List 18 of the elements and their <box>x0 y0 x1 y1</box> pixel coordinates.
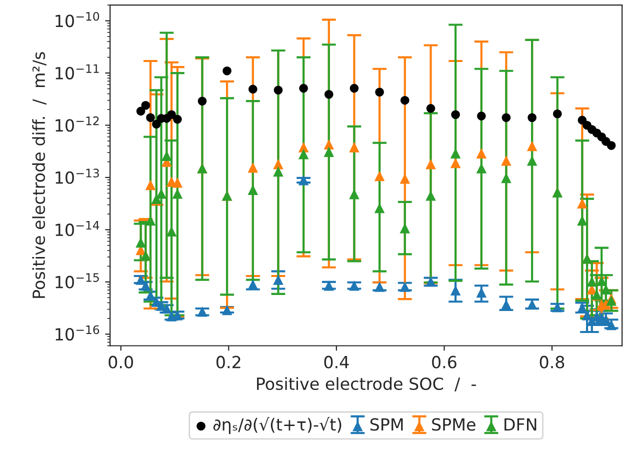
y-axis-title: Positive electrode diff. / m²/s <box>32 52 46 298</box>
legend-label: SPMe <box>432 418 476 431</box>
y-tick-label: 10$^{−12}$ <box>56 116 99 132</box>
legend-label: ∂ηₛ/∂(√(t+τ)-√t) <box>213 417 342 434</box>
y-tick-label: 10$^{−16}$ <box>56 325 100 341</box>
y-tick-label: 10$^{−14}$ <box>56 221 100 236</box>
y-tick-label: 10$^{−11}$ <box>56 64 99 80</box>
x-tick-label: 0.2 <box>216 356 240 368</box>
y-tick-label: 10$^{−15}$ <box>56 273 99 288</box>
x-tick-label: 0.0 <box>108 356 133 368</box>
x-tick-label: 0.8 <box>540 356 564 368</box>
legend-label: SPM <box>370 418 403 431</box>
x-tick-label: 0.6 <box>432 356 456 368</box>
legend-label: DFN <box>504 418 536 431</box>
x-tick-label: 0.4 <box>324 356 349 368</box>
y-tick-label: 10$^{−10}$ <box>56 12 100 28</box>
y-tick-label: 10$^{−13}$ <box>56 168 99 184</box>
x-axis-title: Positive electrode SOC / - <box>257 377 476 392</box>
